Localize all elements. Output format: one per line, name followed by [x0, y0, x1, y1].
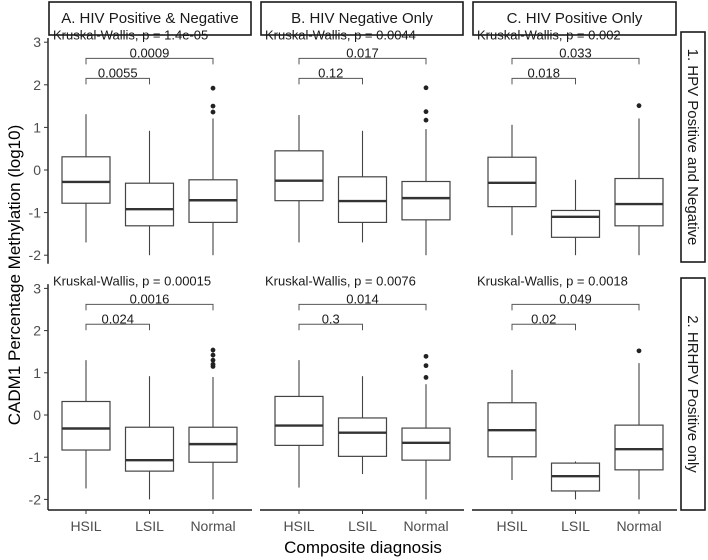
facet-strip-column [48, 1, 252, 36]
x-tick-label: HSIL [283, 518, 314, 534]
facet-strip-row-label: 2. HRHPV Positive only [684, 315, 701, 473]
comparison-bracket [511, 57, 640, 65]
outlier-point [636, 103, 642, 109]
comparison-bracket [298, 57, 427, 65]
comparison-p-value: 0.033 [559, 45, 592, 60]
outlier-point [423, 363, 429, 369]
box-iqr [61, 156, 111, 204]
box-iqr [401, 180, 451, 221]
facet-strip-row-label: 1. HPV Positive and Negative [684, 49, 701, 246]
y-tick-label: -1 [29, 449, 42, 465]
box-iqr [124, 182, 175, 227]
comparison-bracket [511, 323, 576, 331]
comparison-bracket [85, 57, 214, 65]
outlier-point [210, 85, 216, 91]
comparison-bracket [298, 323, 363, 331]
comparison-bracket [298, 77, 363, 85]
y-axis-title: CADM1 Percentage Methylation (log10) [5, 125, 24, 425]
comparison-bracket [85, 303, 214, 311]
comparison-p-value: 0.018 [527, 65, 560, 80]
box-iqr [614, 424, 664, 471]
outlier-point [423, 85, 429, 91]
y-tick-label: 2 [33, 77, 41, 93]
facet-strip-column-label: C. HIV Positive Only [507, 10, 643, 27]
outlier-point [210, 352, 216, 358]
outlier-point [636, 348, 642, 354]
outlier-point [423, 375, 429, 380]
y-tick-label: 1 [33, 365, 41, 381]
box-iqr [401, 427, 451, 461]
x-tick-label: LSIL [135, 518, 164, 534]
y-tick-label: 1 [33, 119, 41, 135]
comparison-p-value: 0.0009 [130, 45, 170, 60]
x-tick-label: Normal [403, 518, 448, 534]
outlier-point [210, 361, 216, 367]
y-tick-label: -2 [29, 491, 42, 507]
facet-strip-column-label: B. HIV Negative Only [291, 10, 433, 27]
comparison-bracket [85, 77, 150, 85]
box-iqr [274, 395, 324, 446]
comparison-p-value: 0.024 [101, 311, 134, 326]
facet-strip-column-label: A. HIV Positive & Negative [61, 10, 239, 27]
box-iqr [337, 417, 388, 457]
outlier-point [423, 109, 429, 115]
box-iqr [124, 426, 175, 472]
outlier-point [210, 103, 216, 109]
comparison-p-value: 0.017 [346, 45, 379, 60]
outlier-point [423, 117, 429, 123]
comparison-bracket [298, 303, 427, 311]
box-iqr [614, 177, 664, 227]
comparison-bracket [85, 323, 150, 331]
x-tick-label: HSIL [70, 518, 101, 534]
kruskal-wallis-label: Kruskal-Wallis, p = 1.4e-05 [53, 27, 208, 42]
comparison-bracket [511, 303, 640, 311]
facet-strip-row [680, 277, 706, 511]
comparison-p-value: 0.3 [322, 311, 340, 326]
outlier-point [210, 357, 216, 363]
x-axis-title: Composite diagnosis [284, 538, 442, 557]
comparison-p-value: 0.0016 [130, 291, 170, 306]
kruskal-wallis-label: Kruskal-Wallis, p = 0.0076 [265, 274, 416, 289]
y-tick-label: 3 [33, 34, 41, 50]
y-tick-label: 0 [33, 407, 41, 423]
x-tick-label: Normal [616, 518, 661, 534]
facet-strip-column [260, 1, 464, 36]
box-iqr [550, 209, 601, 238]
comparison-p-value: 0.014 [346, 291, 379, 306]
box-iqr [274, 150, 324, 202]
kruskal-wallis-label: Kruskal-Wallis, p = 0.0044 [265, 27, 416, 42]
x-tick-label: Normal [190, 518, 235, 534]
comparison-p-value: 0.02 [531, 311, 556, 326]
box-iqr [61, 400, 111, 451]
comparison-bracket [511, 77, 576, 85]
comparison-p-value: 0.049 [559, 291, 592, 306]
facet-strip-row [680, 31, 706, 263]
outlier-point [423, 353, 429, 359]
x-tick-label: LSIL [561, 518, 590, 534]
kruskal-wallis-label: Kruskal-Wallis, p = 0.002 [477, 27, 621, 42]
y-tick-label: 2 [33, 323, 41, 339]
outlier-point [210, 109, 216, 115]
comparison-p-value: 0.12 [318, 65, 343, 80]
kruskal-wallis-label: Kruskal-Wallis, p = 0.0018 [477, 274, 628, 289]
y-tick-label: -1 [29, 205, 42, 221]
outlier-point [210, 347, 216, 353]
y-tick-label: 3 [33, 280, 41, 296]
kruskal-wallis-label: Kruskal-Wallis, p = 0.00015 [53, 274, 211, 289]
x-tick-label: LSIL [348, 518, 377, 534]
y-tick-label: -2 [29, 247, 42, 263]
x-tick-label: HSIL [496, 518, 527, 534]
y-tick-label: 0 [33, 162, 41, 178]
comparison-p-value: 0.0055 [98, 65, 138, 80]
box-iqr [337, 176, 388, 223]
facet-strip-column [472, 1, 677, 36]
